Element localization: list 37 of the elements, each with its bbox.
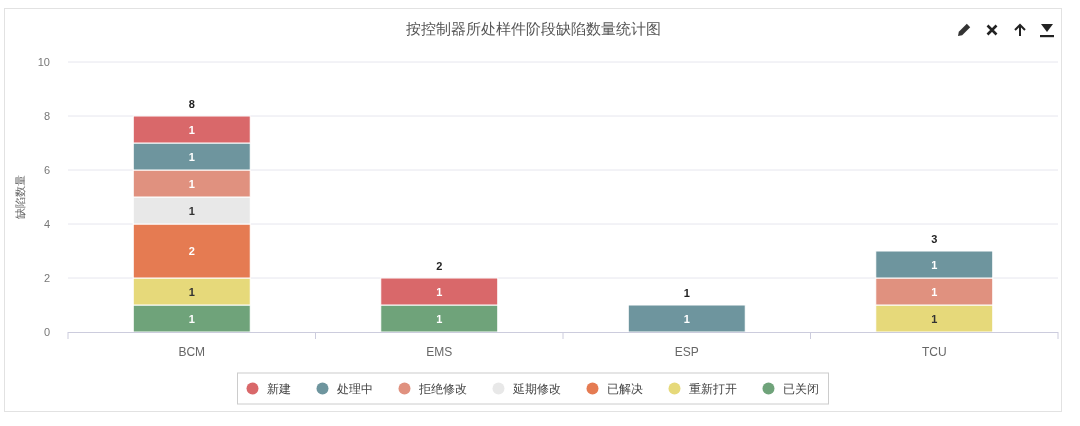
x-tick-label: EMS <box>426 345 453 359</box>
data-label: 1 <box>188 150 195 163</box>
data-label: 1 <box>931 285 938 298</box>
legend-label: 重新打开 <box>688 382 737 396</box>
legend-label: 处理中 <box>336 382 373 396</box>
total-label: 2 <box>436 260 443 272</box>
data-label: 1 <box>931 258 938 271</box>
legend-label: 新建 <box>266 382 291 396</box>
x-tick-label: ESP <box>674 345 699 359</box>
y-tick-label: 8 <box>43 110 50 122</box>
y-tick-label: 0 <box>43 326 50 338</box>
y-tick-label: 4 <box>43 218 50 230</box>
data-label: 1 <box>188 285 195 298</box>
legend-label: 拒绝修改 <box>417 382 467 396</box>
data-label: 1 <box>188 312 195 325</box>
y-axis-title: 缺陷数量 <box>14 175 26 219</box>
legend-label: 已关闭 <box>782 382 819 396</box>
x-tick-label: BCM <box>178 345 206 359</box>
x-tick-label: TCU <box>921 345 947 359</box>
data-label: 1 <box>436 285 443 298</box>
total-label: 8 <box>188 98 195 110</box>
legend-label: 延期修改 <box>511 382 561 396</box>
data-label: 1 <box>683 312 690 325</box>
y-tick-label: 6 <box>43 164 50 176</box>
data-label: 1 <box>188 177 195 190</box>
data-label: 1 <box>188 204 195 217</box>
legend-label: 已解决 <box>606 382 643 396</box>
chart-title: 按控制器所处样件阶段缺陷数量统计图 <box>405 20 661 37</box>
total-label: 3 <box>931 233 938 245</box>
data-label: 1 <box>436 312 443 325</box>
bar <box>627 304 746 333</box>
total-label: 1 <box>683 287 690 299</box>
data-label: 1 <box>188 123 195 136</box>
y-tick-label: 2 <box>43 272 50 284</box>
y-tick-label: 10 <box>37 56 50 68</box>
data-label: 2 <box>188 245 195 257</box>
data-label: 1 <box>931 312 938 325</box>
